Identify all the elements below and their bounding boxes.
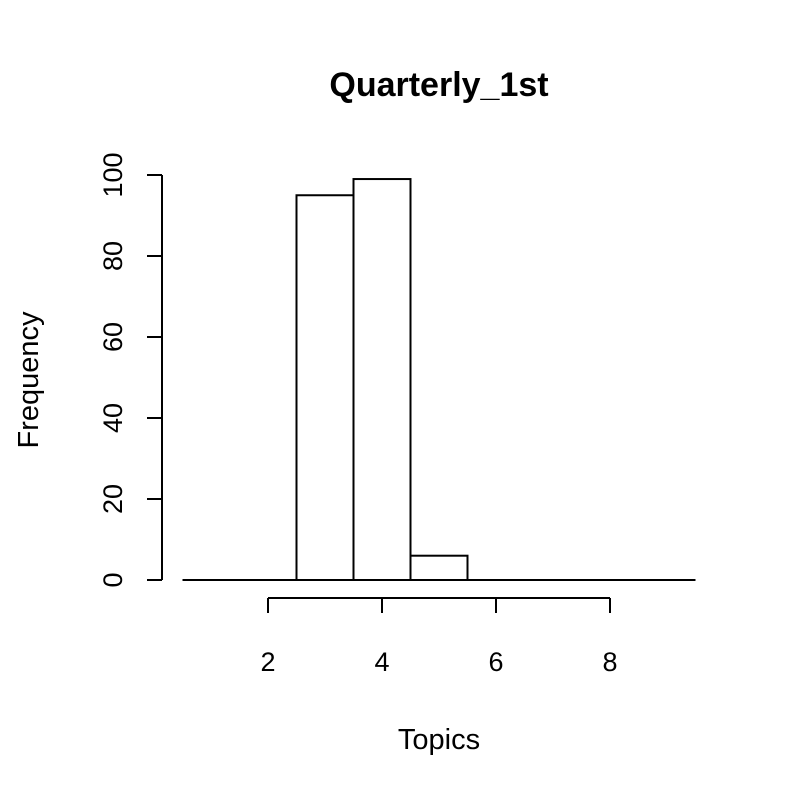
histogram-bar [295, 194, 355, 581]
y-tick-label: 0 [98, 572, 128, 587]
histogram-bar [352, 178, 412, 582]
y-tick-label: 60 [98, 322, 128, 352]
x-axis: 2 4 6 8 [260, 597, 618, 677]
y-tick-label: 100 [98, 152, 128, 197]
bar-group [182, 178, 696, 582]
y-axis: 0 20 40 60 80 100 [98, 152, 163, 588]
x-tick-label: 8 [602, 647, 617, 677]
histogram-bar [409, 554, 469, 582]
chart-title: Quarterly_1st [329, 66, 548, 104]
x-tick-label: 6 [488, 647, 503, 677]
x-tick-label: 2 [260, 647, 275, 677]
y-tick-label: 80 [98, 241, 128, 271]
y-axis-label: Frequency [13, 311, 45, 449]
x-tick-label: 4 [374, 647, 389, 677]
x-axis-label: Topics [398, 724, 480, 756]
y-tick-label: 40 [98, 403, 128, 433]
y-tick-label: 20 [98, 484, 128, 514]
